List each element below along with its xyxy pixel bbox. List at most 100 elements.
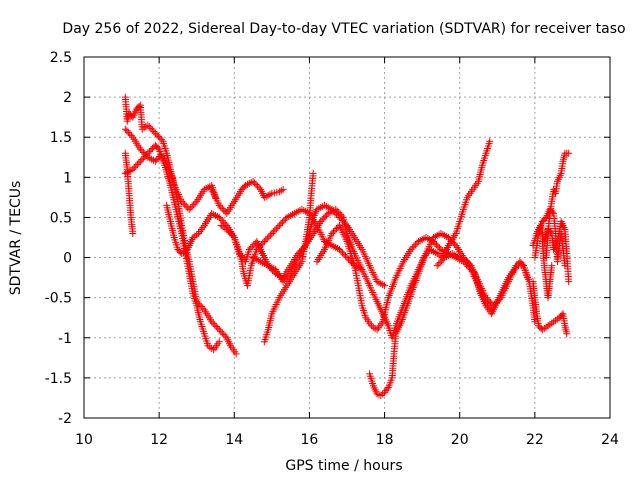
data-point (434, 242, 442, 250)
series-track-k (366, 137, 494, 400)
data-point (221, 332, 229, 340)
data-point (188, 202, 196, 210)
tick-labels: 10 12 14 16 18 20 22 24 -2 -1.5 -1 -0.5 0 0.5 1 1.5 2 2.5 (45, 50, 619, 448)
data-point (129, 165, 137, 173)
data-point (548, 262, 556, 270)
data-point (268, 229, 276, 237)
y-tick-label: 0 (63, 251, 72, 267)
plot-frame (83, 56, 611, 419)
data-point (124, 128, 132, 136)
data-point (138, 147, 146, 155)
data-point (411, 241, 419, 249)
data-point (139, 154, 147, 162)
data-point (245, 246, 253, 254)
data-point (320, 214, 328, 222)
data-point (154, 132, 162, 140)
y-tick-label: -1.5 (45, 371, 72, 387)
data-point (215, 201, 223, 209)
data-point (214, 324, 222, 332)
data-point (232, 350, 240, 358)
data-point (132, 162, 140, 170)
data-point (331, 226, 339, 234)
data-point (142, 151, 150, 159)
data-point (209, 319, 217, 327)
data-point (253, 246, 261, 254)
data-point (431, 239, 439, 247)
data-point (429, 238, 437, 246)
data-point (154, 144, 162, 152)
data-point (247, 244, 255, 252)
data-point (383, 385, 391, 393)
data-point (148, 126, 156, 134)
x-tick-label: 10 (75, 432, 93, 448)
y-tick-label: -1 (58, 331, 72, 347)
data-point (250, 241, 258, 249)
data-point (438, 257, 446, 265)
data-point (251, 179, 259, 187)
data-point (277, 220, 285, 228)
data-point (433, 262, 441, 270)
data-point (127, 132, 135, 140)
data-point (136, 145, 144, 153)
data-point (565, 278, 573, 286)
data-point (338, 249, 346, 257)
data-point (211, 321, 219, 329)
data-point (215, 326, 223, 334)
series-track-p (542, 149, 573, 262)
data-point (197, 302, 205, 310)
series-track-a (121, 93, 219, 213)
data-point (215, 338, 223, 346)
data-point (187, 204, 195, 212)
data-point (435, 260, 443, 268)
chart-title: Day 256 of 2022, Sidereal Day-to-day VTE… (62, 21, 625, 37)
series-track-q (538, 238, 556, 302)
data-point (185, 205, 193, 213)
data-point (217, 215, 225, 223)
data-point (147, 124, 155, 132)
data-point (265, 233, 273, 241)
data-point (218, 217, 226, 225)
data-point (141, 152, 149, 160)
data-point (280, 217, 288, 225)
data-point (284, 273, 292, 281)
data-point (561, 262, 569, 270)
data-point (486, 137, 494, 145)
data-point (145, 123, 153, 131)
x-tick-label: 24 (601, 432, 619, 448)
x-tick-label: 18 (376, 432, 394, 448)
data-point (157, 136, 165, 144)
data-point (338, 217, 346, 225)
data-point (182, 202, 190, 210)
data-point (254, 244, 262, 252)
y-tick-label: 2.5 (50, 50, 72, 66)
data-point (215, 213, 223, 221)
data-point (269, 228, 277, 236)
data-point (407, 246, 415, 254)
x-tick-label: 12 (150, 432, 168, 448)
data-point (328, 229, 336, 237)
data-point (317, 217, 325, 225)
data-point (318, 216, 326, 224)
y-tick-label: -2 (58, 411, 72, 427)
data-point (135, 102, 143, 110)
data-point (227, 230, 235, 238)
data-point (129, 229, 137, 237)
data-point (220, 331, 228, 339)
data-point (341, 252, 349, 260)
data-point (212, 323, 220, 331)
data-point (337, 247, 345, 255)
series-track-d (121, 141, 223, 354)
data-point (257, 241, 265, 249)
data-point (217, 203, 225, 211)
data-point (123, 127, 131, 135)
data-point (259, 239, 267, 247)
data-point (381, 282, 389, 290)
x-tick-label: 14 (225, 432, 243, 448)
data-point (408, 244, 416, 252)
data-point (282, 274, 290, 282)
data-point (150, 128, 158, 136)
data-point (121, 125, 129, 133)
data-point (153, 131, 161, 139)
data-point (144, 121, 152, 129)
